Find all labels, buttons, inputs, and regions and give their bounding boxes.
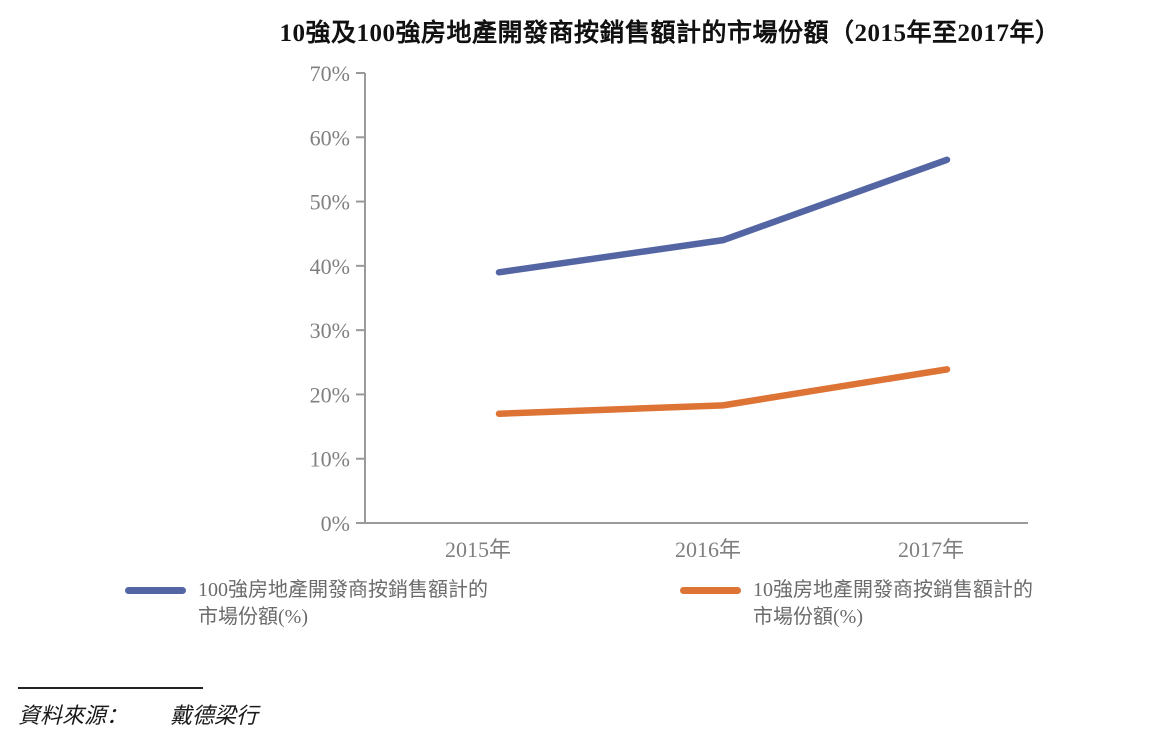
y-tick-label: 60% xyxy=(310,125,350,150)
source-divider xyxy=(18,687,203,689)
legend-label-top100: 100強房地產開發商按銷售額計的 市場份額(%) xyxy=(198,577,488,631)
legend-swatch-top10 xyxy=(680,587,741,594)
chart-legend: 100強房地產開發商按銷售額計的 市場份額(%) 10強房地產開發商按銷售額計的… xyxy=(0,577,1166,637)
legend-label-top10-line2: 市場份額(%) xyxy=(753,606,863,628)
legend-label-top10: 10強房地產開發商按銷售額計的 市場份額(%) xyxy=(753,577,1033,631)
legend-entry-top10: 10強房地產開發商按銷售額計的 市場份額(%) xyxy=(680,577,1033,631)
y-tick-label: 10% xyxy=(310,447,350,472)
y-tick-label: 70% xyxy=(310,61,350,86)
y-tick-label: 40% xyxy=(310,254,350,279)
series-line-top10 xyxy=(495,366,951,417)
legend-swatch-top100 xyxy=(125,587,186,594)
source-note: 資料來源： 戴德梁行 xyxy=(18,698,258,730)
y-tick-label: 30% xyxy=(310,318,350,343)
x-tick-label: 2015年 xyxy=(445,537,511,562)
series-line-top100 xyxy=(495,156,951,276)
legend-label-top100-line2: 市場份額(%) xyxy=(198,606,308,628)
chart-title: 10強及100強房地產開發商按銷售額計的市場份額（2015年至2017年） xyxy=(279,20,1061,47)
x-tick-label: 2016年 xyxy=(675,537,741,562)
source-value: 戴德梁行 xyxy=(170,703,259,728)
x-tick-label: 2017年 xyxy=(898,537,964,562)
legend-label-top100-line1: 100強房地產開發商按銷售額計的 xyxy=(198,579,488,601)
legend-entry-top100: 100強房地產開發商按銷售額計的 市場份額(%) xyxy=(125,577,488,631)
legend-label-top10-line1: 10強房地產開發商按銷售額計的 xyxy=(753,579,1033,601)
source-label: 資料來源： xyxy=(18,703,129,728)
y-tick-label: 20% xyxy=(310,382,350,407)
y-tick-label: 0% xyxy=(321,511,350,536)
y-tick-label: 50% xyxy=(310,190,350,215)
